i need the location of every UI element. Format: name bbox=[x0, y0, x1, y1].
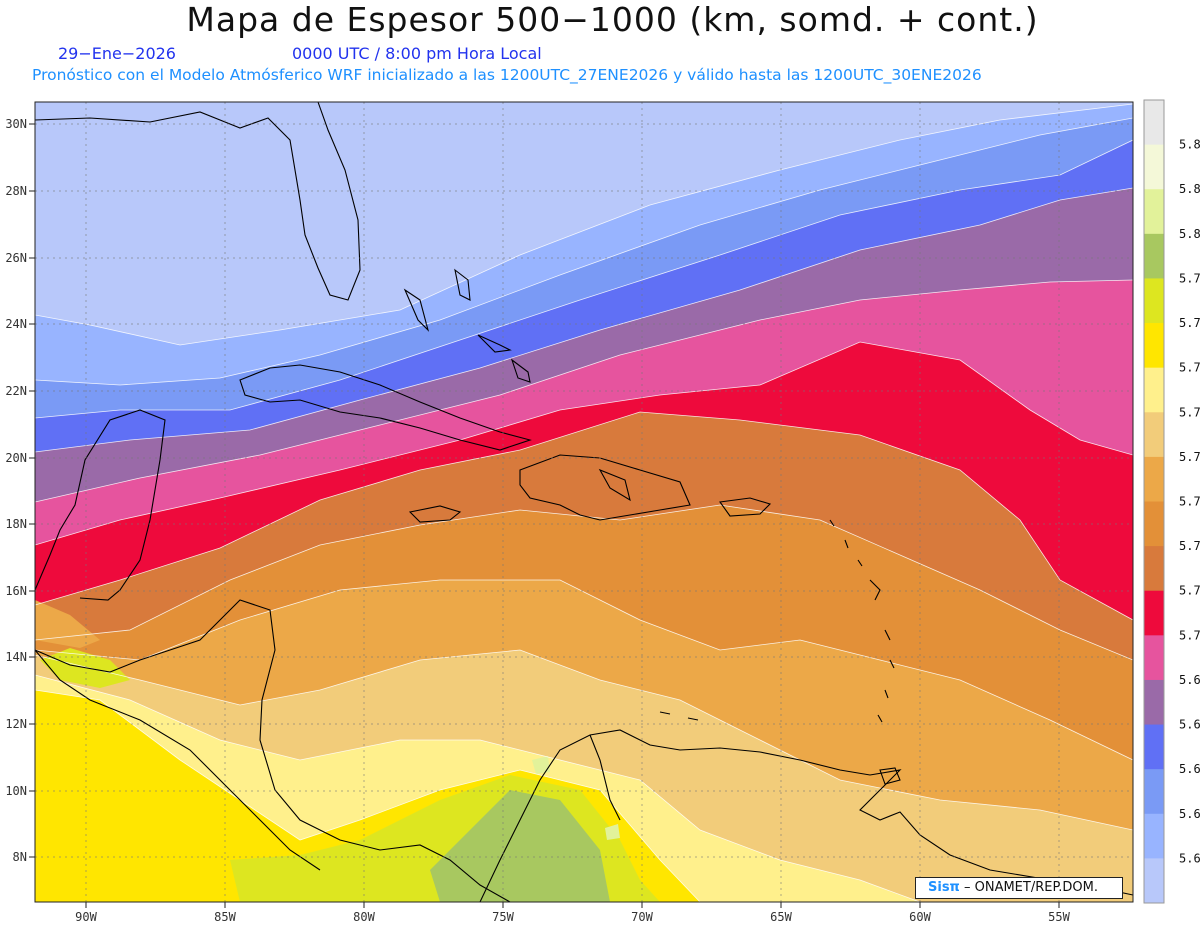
colorbar-segment bbox=[1144, 100, 1164, 146]
colorbar-segment bbox=[1144, 635, 1164, 681]
lat-label: 22N bbox=[5, 384, 27, 398]
lon-label: 60W bbox=[909, 910, 931, 924]
lat-label: 10N bbox=[5, 784, 27, 798]
coastlines bbox=[35, 102, 1133, 902]
credit-box: Sisπ – ONAMET/REP.DOM. bbox=[915, 877, 1123, 899]
lat-label: 8N bbox=[13, 850, 27, 864]
credit-text: – ONAMET/REP.DOM. bbox=[959, 880, 1098, 895]
colorbar-label: 5.76 bbox=[1179, 405, 1200, 419]
colorbar-label: 5.736 bbox=[1179, 495, 1200, 509]
lat-label: 30N bbox=[5, 117, 27, 131]
lat-label: 26N bbox=[5, 251, 27, 265]
sispi-logo: Sisπ bbox=[928, 880, 960, 895]
plot-area bbox=[35, 102, 1133, 902]
lat-label: 16N bbox=[5, 584, 27, 598]
colorbar-segment bbox=[1144, 858, 1164, 904]
colorbar-label: 5.724 bbox=[1179, 539, 1200, 553]
colorbar-segment bbox=[1144, 233, 1164, 279]
yucatan-coast bbox=[35, 409, 166, 601]
lon-label: 80W bbox=[353, 910, 375, 924]
contour-lines bbox=[35, 103, 1133, 902]
florida-coast bbox=[35, 102, 361, 301]
cuba-coast bbox=[239, 364, 532, 451]
graticule bbox=[35, 102, 1133, 902]
colorbar-label: 5.783 bbox=[1179, 316, 1200, 330]
south-america-coast bbox=[479, 729, 1133, 902]
lat-label: 18N bbox=[5, 517, 27, 531]
lon-label: 55W bbox=[1048, 910, 1070, 924]
plot-frame bbox=[34, 101, 1134, 903]
colorbar-segment bbox=[1144, 813, 1164, 859]
colorbar-label: 5.795 bbox=[1179, 271, 1200, 285]
colorbar-label: 5.664 bbox=[1179, 762, 1200, 776]
forecast-description: Pronóstico con el Modelo Atmósferico WRF… bbox=[32, 66, 982, 84]
lat-label: 14N bbox=[5, 650, 27, 664]
colorbar-label: 5.772 bbox=[1179, 361, 1200, 375]
colorbar-frame bbox=[1143, 99, 1165, 904]
band-5807 bbox=[430, 790, 610, 902]
colorbar-segment bbox=[1144, 367, 1164, 413]
colorbar-label: 5.712 bbox=[1179, 584, 1200, 598]
band-5748-west bbox=[35, 600, 100, 648]
colorbar-segment bbox=[1144, 679, 1164, 726]
hispaniola-coast bbox=[519, 454, 691, 521]
lon-label: 90W bbox=[75, 910, 97, 924]
colorbar-label: 5.688 bbox=[1179, 673, 1200, 687]
lat-label: 28N bbox=[5, 184, 27, 198]
colorbar-segment bbox=[1144, 144, 1164, 190]
longitude-axis: 90W 85W 80W 75W 70W 65W 60W 55W bbox=[75, 902, 1071, 924]
colorbar-segment bbox=[1144, 278, 1164, 324]
colorbar-label: 5.676 bbox=[1179, 718, 1200, 732]
colorbar-segment bbox=[1144, 546, 1164, 592]
colorbar-label: 5.831 bbox=[1179, 138, 1200, 152]
latitude-axis: 30N 28N 26N 24N 22N 20N 18N 16N 14N 12N 10N 8N bbox=[5, 117, 35, 864]
band-5819 bbox=[532, 756, 550, 774]
valid-time: 0000 UTC / 8:00 pm Hora Local bbox=[292, 44, 542, 63]
lon-label: 75W bbox=[492, 910, 514, 924]
map-title: Mapa de Espesor 500−1000 (km, somd. + co… bbox=[186, 0, 1039, 39]
puerto-rico-coast bbox=[719, 497, 772, 517]
lon-label: 70W bbox=[631, 910, 653, 924]
valid-date: 29−Ene−2026 bbox=[58, 44, 176, 63]
lat-label: 12N bbox=[5, 717, 27, 731]
colorbar-label: 5.819 bbox=[1179, 182, 1200, 196]
colorbar-segment bbox=[1144, 412, 1164, 458]
colorbar-label: 5.64 bbox=[1179, 851, 1200, 865]
lat-label: 20N bbox=[5, 451, 27, 465]
central-america-coast bbox=[35, 599, 511, 902]
colorbar-segment bbox=[1144, 501, 1164, 547]
band-5819b bbox=[605, 824, 620, 840]
colorbar-label: 5.807 bbox=[1179, 227, 1200, 241]
colorbar-segment bbox=[1144, 323, 1164, 369]
colorbar-segment bbox=[1144, 769, 1164, 815]
colorbar-label: 5.7 bbox=[1179, 628, 1200, 642]
colorbar: 5.831 5.819 5.807 5.795 5.783 5.772 5.76 5.748 5… bbox=[1143, 99, 1200, 904]
lat-label: 24N bbox=[5, 317, 27, 331]
colorbar-segment bbox=[1144, 456, 1164, 502]
colorbar-label: 5.652 bbox=[1179, 807, 1200, 821]
lon-label: 85W bbox=[214, 910, 236, 924]
colorbar-segment bbox=[1144, 189, 1164, 235]
colorbar-segment bbox=[1144, 724, 1164, 770]
lon-label: 65W bbox=[770, 910, 792, 924]
colorbar-label: 5.748 bbox=[1179, 450, 1200, 464]
colorbar-segment bbox=[1144, 590, 1164, 636]
jamaica-coast bbox=[408, 505, 462, 523]
